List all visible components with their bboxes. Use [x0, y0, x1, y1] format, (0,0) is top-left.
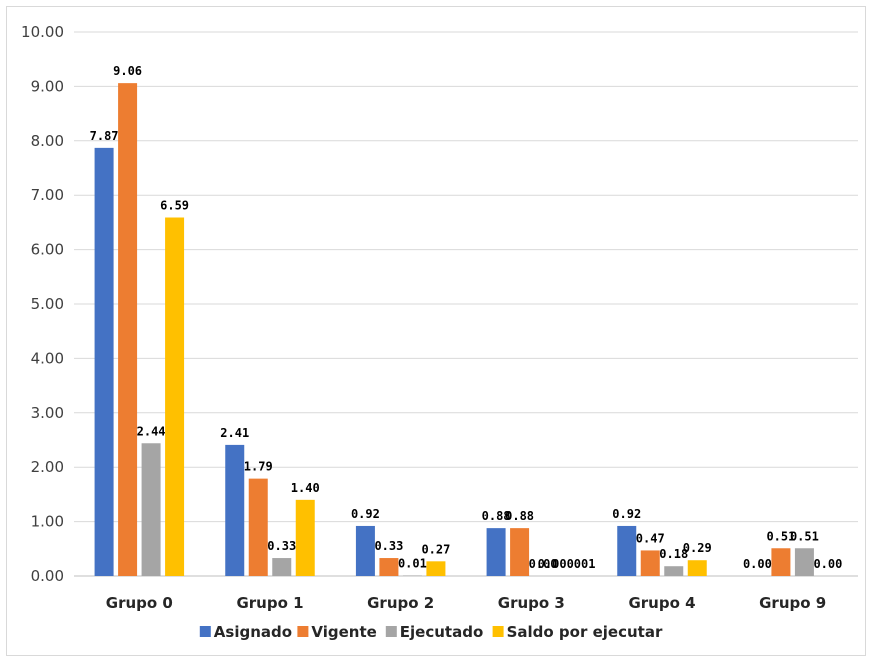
x-tick-label: Grupo 4 — [628, 594, 695, 612]
bar-ejecutado — [664, 566, 684, 576]
bar-ejecutado — [402, 575, 422, 576]
data-label: 9.06 — [113, 64, 142, 78]
x-tick-label: Grupo 3 — [498, 594, 565, 612]
data-label: 0.47 — [636, 531, 665, 545]
y-tick-label: 7.00 — [31, 186, 64, 204]
y-tick-label: 9.00 — [31, 77, 64, 95]
bar-asignado — [617, 525, 637, 576]
bar-asignado — [94, 147, 114, 576]
bar-vigente — [771, 548, 791, 576]
bar-ejecutado — [794, 548, 814, 576]
legend-swatch — [492, 626, 504, 637]
y-tick-label: 8.00 — [31, 132, 64, 150]
x-tick-label: Grupo 0 — [106, 594, 173, 612]
legend-label: Asignado — [214, 623, 292, 641]
y-tick-label: 3.00 — [31, 404, 64, 422]
y-tick-label: 4.00 — [31, 349, 64, 367]
data-label: 0.88 — [505, 509, 534, 523]
data-label: 1.40 — [291, 481, 320, 495]
data-label: 0.27 — [421, 542, 450, 556]
legend-label: Ejecutado — [400, 623, 483, 641]
data-label: 0.33 — [267, 539, 296, 553]
data-label: 0.00 — [529, 557, 558, 571]
y-tick-label: 6.00 — [31, 241, 64, 259]
x-tick-label: Grupo 9 — [759, 594, 826, 612]
bar-asignado — [355, 525, 375, 576]
bar-saldo-por-ejecutar — [687, 560, 707, 576]
legend-swatch — [385, 626, 397, 637]
y-tick-label: 5.00 — [31, 295, 64, 313]
bar-vigente — [379, 558, 399, 576]
y-tick-label: 0.00 — [31, 567, 64, 585]
bar-asignado — [225, 444, 245, 576]
bar-vigente — [248, 478, 268, 576]
bar-vigente — [640, 550, 660, 576]
y-tick-label: 2.00 — [31, 458, 64, 476]
legend-swatch — [199, 626, 211, 637]
data-label: 7.87 — [90, 129, 119, 143]
data-label: 0.88 — [482, 509, 511, 523]
data-label: 0.00 — [813, 557, 842, 571]
data-label: 0.51 — [766, 529, 795, 543]
data-label: 0.18 — [659, 547, 688, 561]
data-label: 0.000001 — [538, 557, 596, 571]
data-label: 0.00 — [743, 557, 772, 571]
bar-ejecutado — [272, 558, 292, 576]
bar-asignado — [486, 528, 506, 576]
data-label: 0.29 — [683, 541, 712, 555]
data-label: 0.01 — [398, 556, 427, 570]
data-label: 2.41 — [220, 426, 249, 440]
data-label: 0.33 — [374, 539, 403, 553]
bar-vigente — [510, 528, 530, 576]
data-label: 6.59 — [160, 199, 189, 213]
bar-saldo-por-ejecutar — [295, 499, 315, 576]
data-label: 0.92 — [612, 507, 641, 521]
legend-swatch — [297, 626, 309, 637]
data-label: 2.44 — [137, 424, 166, 438]
bar-saldo-por-ejecutar — [165, 217, 185, 576]
bar-vigente — [118, 83, 138, 577]
legend-label: Vigente — [311, 623, 376, 641]
bar-saldo-por-ejecutar — [426, 561, 446, 576]
x-tick-label: Grupo 1 — [236, 594, 303, 612]
data-label: 1.79 — [244, 460, 273, 474]
data-label: 0.51 — [790, 529, 819, 543]
y-tick-label: 1.00 — [31, 513, 64, 531]
y-tick-label: 10.00 — [21, 23, 64, 41]
x-tick-label: Grupo 2 — [367, 594, 434, 612]
bar-ejecutado — [141, 443, 161, 576]
legend-label: Saldo por ejecutar — [507, 623, 663, 641]
data-label: 0.92 — [351, 507, 380, 521]
